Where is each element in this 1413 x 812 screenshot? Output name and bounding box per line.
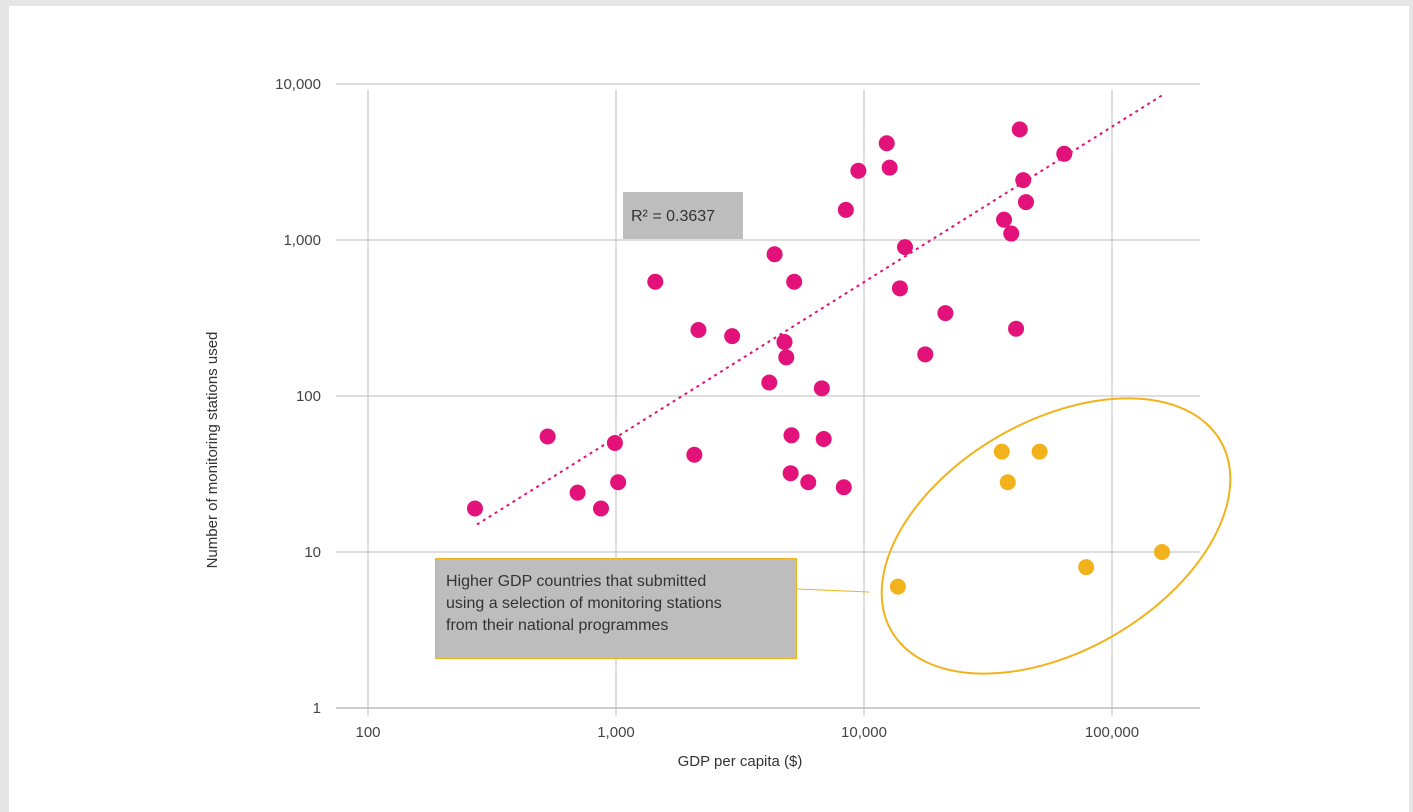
data-point [937, 305, 954, 322]
callout-line: using a selection of monitoring stations [446, 595, 722, 612]
y-tick-label: 10,000 [275, 76, 321, 93]
highlighted-data-point [1078, 559, 1095, 576]
data-point [1015, 172, 1032, 189]
callout-line: from their national programmes [446, 617, 669, 634]
data-point [593, 500, 610, 517]
y-tick-label: 1 [313, 700, 321, 717]
data-point [766, 246, 783, 263]
data-point [778, 349, 795, 366]
data-point [1011, 121, 1028, 138]
x-tick-label: 1,000 [597, 724, 635, 741]
highlight-ellipse-group [796, 397, 1232, 675]
data-point [606, 434, 623, 451]
data-point [539, 428, 556, 445]
data-point [466, 500, 483, 517]
data-point [800, 474, 817, 491]
x-tick-label: 100,000 [1085, 724, 1139, 741]
data-point [835, 479, 852, 496]
highlighted-data-point [1031, 443, 1048, 460]
highlighted-data-point [1154, 544, 1171, 560]
data-point [1017, 194, 1034, 211]
y-tick-label: 1,000 [283, 232, 321, 249]
data-point [686, 446, 703, 463]
trendline-group [476, 94, 1164, 526]
data-point [815, 431, 832, 448]
data-point [917, 346, 934, 363]
trendline [476, 94, 1164, 526]
callout-line: Higher GDP countries that submitted [446, 573, 707, 590]
data-point [837, 201, 854, 218]
chart-figure: 100 1,000 10,000 100,000 1 10 100 1,000 10,000 … [9, 6, 1409, 812]
highlighted-data-point [889, 578, 906, 595]
r-squared-label: R² = 0.3637 [623, 192, 743, 239]
data-point [896, 239, 913, 256]
highlight-ellipse [880, 397, 1232, 675]
data-point [786, 273, 803, 290]
data-point [878, 135, 895, 152]
grid [336, 83, 1200, 716]
data-point [776, 333, 793, 350]
y-axis-ticks: 1 10 100 1,000 10,000 [275, 76, 321, 717]
callout-box: Higher GDP countries that submitted usin… [435, 558, 797, 659]
data-point [783, 427, 800, 444]
x-axis-ticks: 100 1,000 10,000 100,000 [355, 724, 1139, 741]
data-point [1003, 225, 1020, 242]
data-point [610, 474, 627, 491]
data-point [1008, 320, 1025, 337]
data-point [569, 484, 586, 501]
y-axis-title: Number of monitoring stations used [204, 332, 221, 569]
callout-connector [796, 588, 870, 593]
data-point [891, 280, 908, 297]
scatter-chart: 100 1,000 10,000 100,000 1101001,00010,000 … [204, 76, 1232, 770]
r-squared-box [623, 192, 743, 239]
y-tick-label: 100 [296, 388, 321, 405]
data-point [647, 273, 664, 290]
data-point [724, 328, 741, 345]
data-point [813, 380, 830, 397]
data-point [881, 159, 898, 176]
data-point [690, 321, 707, 338]
x-tick-label: 10,000 [841, 724, 887, 741]
y-tick-label: 10 [304, 544, 321, 561]
highlighted-data-point [993, 443, 1010, 460]
data-points [466, 121, 1171, 595]
highlighted-data-point [999, 474, 1016, 491]
data-point [761, 374, 778, 391]
x-axis-title: GDP per capita ($) [678, 753, 803, 770]
data-point [850, 162, 867, 179]
data-point [996, 211, 1013, 228]
r-squared-text: R² = 0.3637 [631, 208, 715, 225]
data-point [782, 465, 799, 482]
data-point [1056, 145, 1073, 162]
x-tick-label: 100 [355, 724, 380, 741]
